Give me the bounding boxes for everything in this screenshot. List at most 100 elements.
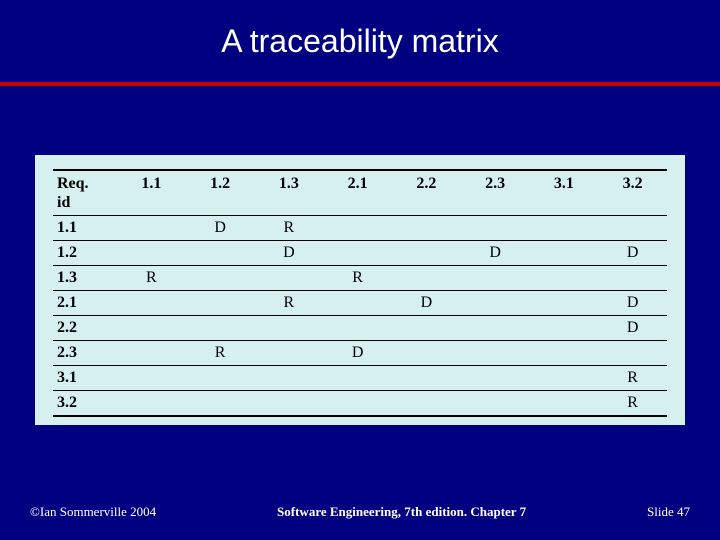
cell — [186, 241, 255, 266]
table-header-row: Req. id 1.1 1.2 1.3 2.1 2.2 2.3 3.1 3.2 — [53, 170, 667, 216]
cell — [117, 341, 186, 366]
cell — [598, 216, 667, 241]
cell — [461, 266, 530, 291]
table-row: 1.3 R R — [53, 266, 667, 291]
title-divider — [0, 82, 720, 86]
table-row: 2.1 R D D — [53, 291, 667, 316]
cell — [117, 316, 186, 341]
row-id: 1.2 — [53, 241, 117, 266]
cell: D — [598, 241, 667, 266]
cell: R — [255, 216, 324, 241]
cell — [392, 316, 461, 341]
cell — [255, 366, 324, 391]
cell — [117, 241, 186, 266]
cell — [461, 291, 530, 316]
cell — [323, 241, 392, 266]
row-id: 2.1 — [53, 291, 117, 316]
cell: D — [392, 291, 461, 316]
cell — [186, 391, 255, 417]
cell — [598, 341, 667, 366]
cell: R — [255, 291, 324, 316]
cell — [530, 241, 599, 266]
cell — [392, 391, 461, 417]
cell — [461, 341, 530, 366]
cell — [186, 316, 255, 341]
col-header: 1.2 — [186, 170, 255, 216]
row-id: 3.1 — [53, 366, 117, 391]
cell: R — [117, 266, 186, 291]
cell — [255, 266, 324, 291]
table-row: 3.1 R — [53, 366, 667, 391]
row-id: 1.3 — [53, 266, 117, 291]
cell — [392, 241, 461, 266]
cell — [255, 341, 324, 366]
cell: D — [598, 291, 667, 316]
corner-line2: id — [57, 194, 70, 211]
col-header: 2.2 — [392, 170, 461, 216]
cell: R — [186, 341, 255, 366]
col-header: 1.3 — [255, 170, 324, 216]
table-row: 1.1 D R — [53, 216, 667, 241]
cell — [117, 216, 186, 241]
cell: D — [598, 316, 667, 341]
cell: R — [598, 366, 667, 391]
table-row: 2.3 R D — [53, 341, 667, 366]
footer-slide-number: Slide 47 — [647, 504, 690, 520]
cell — [323, 391, 392, 417]
cell — [186, 366, 255, 391]
cell — [117, 291, 186, 316]
cell — [461, 366, 530, 391]
table-row: 1.2 D D D — [53, 241, 667, 266]
cell — [530, 341, 599, 366]
cell — [530, 291, 599, 316]
cell — [323, 216, 392, 241]
row-id: 2.2 — [53, 316, 117, 341]
title-area: A traceability matrix — [0, 0, 720, 82]
footer-copyright: ©Ian Sommerville 2004 — [30, 504, 156, 520]
cell — [323, 366, 392, 391]
table-panel: Req. id 1.1 1.2 1.3 2.1 2.2 2.3 3.1 3.2 … — [35, 155, 685, 425]
cell — [186, 291, 255, 316]
cell — [117, 391, 186, 417]
table-body: 1.1 D R 1.2 D D D — [53, 216, 667, 417]
row-id: 3.2 — [53, 391, 117, 417]
cell — [392, 266, 461, 291]
cell — [530, 316, 599, 341]
footer: ©Ian Sommerville 2004 Software Engineeri… — [0, 504, 720, 520]
corner-header: Req. id — [53, 170, 117, 216]
col-header: 3.1 — [530, 170, 599, 216]
cell — [530, 216, 599, 241]
cell — [392, 366, 461, 391]
cell: D — [323, 341, 392, 366]
corner-line1: Req. — [57, 175, 89, 192]
cell — [255, 316, 324, 341]
cell — [255, 391, 324, 417]
cell — [461, 391, 530, 417]
col-header: 2.3 — [461, 170, 530, 216]
col-header: 2.1 — [323, 170, 392, 216]
cell — [323, 291, 392, 316]
cell — [392, 216, 461, 241]
row-id: 2.3 — [53, 341, 117, 366]
cell — [530, 266, 599, 291]
cell: D — [461, 241, 530, 266]
col-header: 3.2 — [598, 170, 667, 216]
cell — [117, 366, 186, 391]
cell: D — [186, 216, 255, 241]
cell — [461, 316, 530, 341]
cell — [598, 266, 667, 291]
row-id: 1.1 — [53, 216, 117, 241]
cell — [323, 316, 392, 341]
col-header: 1.1 — [117, 170, 186, 216]
table-row: 3.2 R — [53, 391, 667, 417]
cell — [392, 341, 461, 366]
cell — [530, 366, 599, 391]
slide-title: A traceability matrix — [221, 23, 498, 60]
cell — [461, 216, 530, 241]
footer-book: Software Engineering, 7th edition. Chapt… — [277, 504, 526, 520]
cell: D — [255, 241, 324, 266]
table-row: 2.2 D — [53, 316, 667, 341]
cell: R — [598, 391, 667, 417]
cell: R — [323, 266, 392, 291]
cell — [186, 266, 255, 291]
